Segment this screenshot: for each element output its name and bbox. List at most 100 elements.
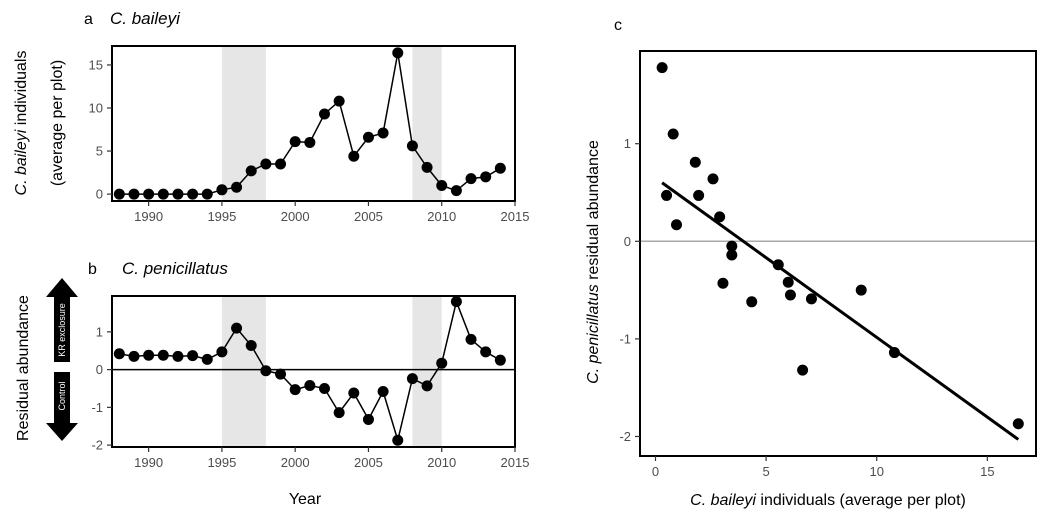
data-point	[304, 379, 316, 391]
data-point	[231, 322, 243, 334]
x-tick-label: 1990	[134, 455, 163, 470]
y-tick-label: -2	[619, 429, 631, 444]
data-point	[450, 296, 462, 308]
data-point	[392, 47, 404, 59]
plot-frame	[111, 45, 516, 202]
data-point	[348, 150, 360, 162]
scatter-point	[667, 128, 679, 140]
data-point	[216, 184, 228, 196]
data-point	[187, 188, 199, 200]
scatter-point	[714, 211, 726, 223]
data-point	[436, 357, 448, 369]
data-point	[201, 188, 213, 200]
data-point	[157, 349, 169, 361]
data-point	[172, 350, 184, 362]
data-point	[275, 368, 287, 380]
x-tick-label: 2005	[354, 455, 383, 470]
data-point	[333, 95, 345, 107]
panel-b-letter: b	[88, 261, 97, 278]
series-line	[119, 299, 501, 444]
x-tick-label: 1995	[207, 209, 236, 224]
y-tick-label: 0	[624, 234, 631, 249]
panel-b-title: C. penicillatus	[122, 259, 228, 278]
shaded-period	[412, 296, 442, 447]
data-point	[406, 373, 418, 385]
shared-x-axis-label: Year	[289, 491, 322, 508]
data-point	[406, 140, 418, 152]
panel-c-chart: c C. penicillatus residual abundance C. …	[585, 17, 1037, 509]
scatter-point	[772, 259, 784, 271]
x-tick-label: 2015	[501, 455, 530, 470]
data-point	[187, 350, 199, 362]
shaded-period	[412, 46, 442, 201]
scatter-point	[656, 62, 668, 74]
scatter-point	[855, 284, 867, 296]
panel-c-series	[656, 62, 1024, 441]
data-point	[201, 353, 213, 365]
data-point	[362, 131, 374, 143]
y-tick-label: 1	[96, 324, 103, 339]
panel-b-axes: 1990 1995 2000 2005 2010 2015 -2 -1 0 1	[91, 295, 530, 470]
series-line	[119, 52, 501, 195]
panel-b-chart: b C. penicillatus Residual abundance KR …	[15, 259, 529, 470]
data-point	[289, 136, 301, 148]
panel-c-xlabel: C. baileyi individuals (average per plot…	[690, 492, 966, 509]
data-point	[421, 161, 433, 173]
data-point	[421, 380, 433, 392]
data-point	[494, 162, 506, 174]
scatter-point	[888, 347, 900, 359]
y-tick-label: -1	[619, 331, 631, 346]
scatter-point	[797, 364, 809, 376]
x-tick-label: 0	[652, 464, 659, 479]
data-point	[494, 354, 506, 366]
panel-a-letter: a	[84, 11, 93, 28]
data-point	[260, 158, 272, 170]
scatter-point	[784, 289, 796, 301]
x-tick-label: 5	[762, 464, 769, 479]
data-point	[172, 188, 184, 200]
data-point	[348, 387, 360, 399]
scatter-point	[746, 296, 758, 308]
data-point	[245, 339, 257, 351]
data-point	[231, 181, 243, 193]
data-point	[480, 346, 492, 358]
x-tick-label: 2010	[427, 209, 456, 224]
data-point	[377, 127, 389, 139]
panel-a-ylabel: C. baileyi individuals	[13, 51, 30, 196]
data-point	[275, 158, 287, 170]
data-point	[113, 348, 125, 360]
scatter-point	[689, 156, 701, 168]
data-point	[436, 180, 448, 191]
data-point	[333, 407, 345, 419]
x-tick-label: 2000	[281, 455, 310, 470]
data-point	[377, 386, 389, 398]
panel-a-chart: a C. baileyi C. baileyi individuals (ave…	[13, 9, 529, 224]
x-tick-label: 2000	[281, 209, 310, 224]
x-tick-label: 1995	[207, 455, 236, 470]
y-tick-label: -2	[91, 438, 103, 453]
y-tick-label: 0	[96, 362, 103, 377]
x-tick-label: 10	[869, 464, 883, 479]
panel-a-ylabel-rest: individuals	[13, 51, 30, 130]
data-point	[113, 188, 125, 200]
y-tick-label: 1	[624, 136, 631, 151]
data-point	[392, 434, 404, 446]
data-point	[465, 173, 477, 185]
data-point	[216, 346, 228, 358]
panel-a-shaded-periods	[221, 46, 442, 201]
y-tick-label: 15	[89, 57, 103, 72]
x-tick-label: 15	[980, 464, 994, 479]
x-tick-label: 2015	[501, 209, 530, 224]
panel-c-xlabel-species: C. baileyi	[690, 492, 756, 509]
panel-c-axes: 0 5 10 15 -2 -1 0 1	[619, 50, 1037, 479]
y-tick-label: -1	[91, 400, 103, 415]
data-point	[143, 188, 155, 200]
panel-a-series	[113, 47, 506, 200]
panel-a-ylabel-line2: (average per plot)	[49, 60, 66, 186]
scatter-point	[782, 276, 794, 288]
data-point	[128, 188, 140, 200]
scatter-point	[717, 277, 729, 289]
data-point	[128, 350, 140, 362]
data-point	[304, 136, 316, 148]
